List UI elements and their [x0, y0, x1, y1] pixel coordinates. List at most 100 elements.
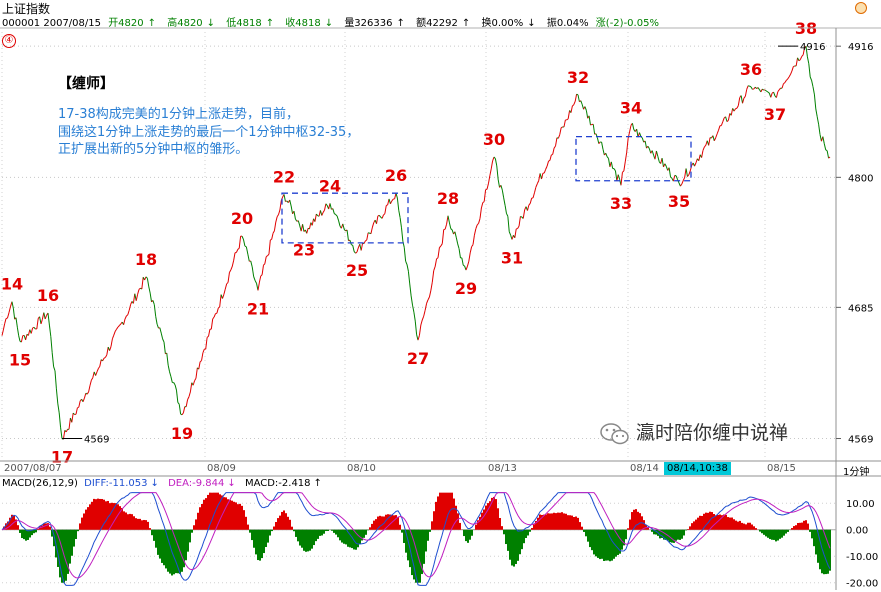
price-segment — [613, 168, 616, 172]
price-segment — [466, 261, 470, 267]
price-segment — [555, 137, 558, 147]
price-segment — [647, 145, 650, 149]
price-segment — [127, 310, 130, 315]
settings-icon[interactable] — [855, 2, 867, 14]
price-segment — [433, 266, 436, 271]
price-segment — [353, 251, 356, 254]
price-segment — [144, 276, 147, 281]
price-segment — [675, 175, 679, 180]
price-segment — [636, 129, 639, 138]
price-segment — [451, 229, 455, 235]
price-segment — [102, 358, 105, 362]
price-segment — [258, 275, 262, 283]
price-segment — [152, 300, 155, 305]
price-segment — [308, 222, 312, 229]
wechat-icon — [600, 422, 629, 444]
price-segment — [730, 108, 734, 116]
price-segment — [18, 335, 21, 342]
price-segment — [496, 165, 499, 180]
price-segment — [230, 266, 233, 271]
price-segment — [490, 160, 494, 170]
x-tick-label: 08/10 — [347, 463, 376, 474]
price-segment — [39, 316, 42, 325]
price-segment — [493, 156, 496, 159]
zhongshu-box — [281, 192, 409, 244]
price-segment — [573, 101, 576, 105]
price-segment — [598, 141, 601, 144]
price-segment — [156, 323, 159, 329]
price-segment — [332, 208, 335, 214]
price-segment — [47, 312, 50, 326]
price-segment — [626, 138, 629, 153]
price-segment — [577, 94, 580, 102]
price-segment — [682, 177, 686, 181]
arrow-up-icon: ↑ — [147, 18, 157, 29]
price-segment — [757, 87, 760, 90]
period-label[interactable]: 1分钟 — [843, 467, 870, 478]
price-segment — [420, 319, 423, 326]
price-segment — [7, 312, 10, 319]
price-segment — [384, 205, 387, 214]
price-segment — [482, 201, 485, 204]
price-segment — [270, 238, 272, 241]
price-segment — [314, 213, 317, 222]
price-segment — [192, 380, 196, 386]
price-segment — [201, 352, 204, 361]
price-segment — [479, 207, 482, 219]
price-segment — [713, 137, 717, 142]
price-segment — [476, 222, 479, 226]
price-segment — [572, 104, 575, 107]
price-segment — [335, 214, 338, 217]
price-segment — [40, 319, 43, 325]
price-segment — [567, 110, 571, 119]
price-segment — [414, 321, 418, 335]
price-segment — [167, 364, 171, 372]
price-segment — [399, 217, 402, 228]
price-segment — [799, 56, 803, 60]
price-segment — [43, 312, 46, 320]
price-segment — [825, 149, 828, 152]
price-segment — [153, 304, 157, 317]
price-segment — [750, 86, 753, 90]
price-segment — [55, 388, 59, 404]
price-segment — [224, 283, 228, 290]
price-segment — [104, 354, 108, 358]
price-segment — [465, 266, 468, 271]
price-segment — [289, 199, 292, 207]
price-segment — [241, 235, 244, 240]
price-segment — [545, 165, 548, 170]
price-segment — [182, 406, 186, 413]
price-segment — [329, 203, 332, 210]
price-segment — [163, 341, 166, 354]
price-segment — [77, 406, 80, 409]
index-title: 上证指数 — [2, 2, 51, 16]
price-segment — [233, 252, 236, 261]
price-segment — [536, 180, 540, 184]
price-segment — [773, 91, 776, 97]
price-segment — [251, 266, 255, 277]
price-segment — [114, 328, 118, 332]
swing-label-22: 22 — [273, 167, 295, 186]
price-segment — [480, 202, 484, 209]
price-segment — [135, 294, 139, 301]
y-tick-label: 4569 — [848, 435, 873, 446]
price-segment — [559, 127, 562, 135]
turnover-value: 换0.00% ↓ — [481, 18, 536, 29]
price-segment — [123, 318, 126, 325]
price-segment — [806, 56, 810, 64]
price-segment — [815, 108, 818, 117]
price-segment — [30, 327, 34, 334]
price-segment — [665, 166, 669, 171]
swing-label-30: 30 — [483, 130, 505, 149]
price-segment — [754, 86, 758, 89]
swing-label-34: 34 — [620, 98, 642, 117]
diff-value: DIFF:-11.053 ↓ — [84, 478, 159, 489]
price-segment — [166, 352, 169, 366]
price-segment — [346, 229, 349, 241]
price-segment — [436, 257, 439, 260]
price-segment — [170, 376, 173, 383]
price-segment — [11, 301, 14, 309]
price-segment — [86, 391, 90, 395]
swing-label-20: 20 — [231, 209, 253, 228]
price-segment — [458, 248, 461, 258]
